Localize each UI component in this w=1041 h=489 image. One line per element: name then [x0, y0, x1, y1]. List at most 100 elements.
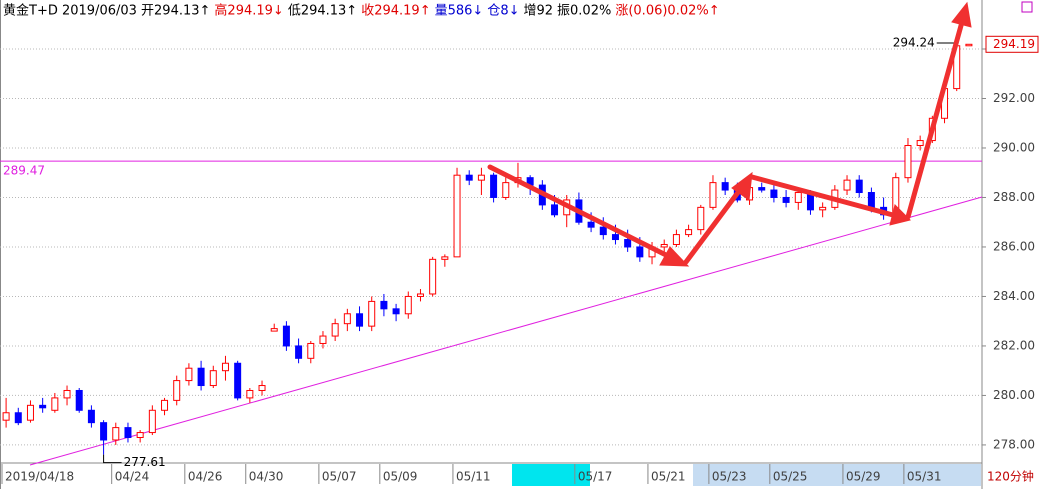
candle-body [185, 367, 193, 382]
arrow [905, 19, 965, 220]
y-tick-label: 278.00 [993, 437, 1035, 451]
candle-body [87, 409, 95, 424]
range-highlight [512, 464, 590, 486]
x-tick-label: 2019/04/18 [5, 470, 74, 484]
range-highlight [693, 464, 981, 486]
candle-body [453, 174, 461, 258]
header-field: 黄金T+D 2019/06/03 开294.13↑ [3, 3, 210, 19]
candle-body [392, 308, 400, 315]
candle-body [587, 221, 595, 228]
arrow [487, 164, 675, 261]
x-tick-label: 05/21 [651, 470, 686, 484]
candle-body [14, 412, 22, 424]
candle-body [611, 234, 619, 241]
x-tick-label: 05/29 [846, 470, 881, 484]
y-tick-label: 292.00 [993, 91, 1035, 105]
settings-icon[interactable] [1021, 1, 1033, 13]
candle-body [307, 342, 315, 359]
candle-body [794, 192, 802, 203]
candle-body [819, 206, 827, 211]
candle-body [209, 370, 217, 387]
candle-body [867, 192, 875, 208]
candle-body [51, 397, 59, 411]
header-field: 收294.19↑ [361, 4, 430, 19]
candle-body [770, 189, 778, 198]
candle-body [161, 399, 169, 411]
candle-body [270, 328, 278, 332]
low-label: 277.61 [124, 455, 166, 469]
y-tick-label: 288.00 [993, 190, 1035, 204]
x-tick-label: 05/31 [907, 470, 942, 484]
candle-body [782, 196, 790, 203]
x-tick-label: 05/07 [322, 470, 357, 484]
header-field: 增92 [523, 4, 553, 19]
candle-body [855, 179, 863, 194]
x-tick-label: 05/11 [456, 470, 491, 484]
candle-body [685, 229, 693, 236]
arrow [683, 184, 745, 265]
candle-body [416, 293, 424, 297]
candle-body [148, 409, 156, 434]
candle-body [331, 323, 339, 337]
arrow [749, 174, 896, 218]
x-tick-label: 04/24 [115, 470, 150, 484]
level-label: 289.47 [3, 164, 45, 178]
candle-body [660, 243, 668, 248]
candle-body [404, 295, 412, 315]
y-tick-label: 290.00 [993, 140, 1035, 154]
period-label[interactable]: 120分钟 [987, 469, 1034, 484]
trend-line [29, 196, 983, 466]
x-tick-label: 05/09 [383, 470, 418, 484]
candle-body [112, 427, 120, 441]
candle-body [258, 385, 266, 391]
y-tick-label: 282.00 [993, 338, 1035, 352]
candle-body [39, 404, 47, 409]
header-field: 高294.19↓ [214, 3, 283, 19]
candle-body [368, 300, 376, 327]
candle-body [441, 256, 449, 260]
candle-body [295, 345, 303, 359]
y-tick-label: 284.00 [993, 289, 1035, 303]
candle-body [672, 234, 680, 245]
annotation-arrows [487, 1, 972, 267]
x-tick-label: 04/30 [249, 470, 284, 484]
candle-body [843, 179, 851, 191]
header-field: 量586↓ [435, 4, 484, 19]
candle-body [490, 174, 498, 198]
header-field: 涨(0.06)0.02%↑ [615, 4, 719, 19]
x-tick-label: 04/26 [188, 470, 223, 484]
candle-body [709, 182, 717, 208]
y-tick-label: 286.00 [993, 239, 1035, 253]
header: 黄金T+D 2019/06/03 开294.13↑ 高294.19↓ 低294.13… [3, 3, 720, 19]
y-tick-label: 280.00 [993, 388, 1035, 402]
candle-body [916, 140, 924, 147]
high-label: 294.24 [893, 36, 935, 50]
arrow-head [951, 1, 972, 28]
candle-body [429, 258, 437, 295]
candle-body [100, 422, 108, 441]
candle-body [26, 404, 34, 421]
x-tick-label: 05/17 [578, 470, 613, 484]
candle-body [221, 362, 229, 372]
candle-body [551, 204, 559, 216]
candle-body [319, 335, 327, 344]
candle-body [380, 300, 388, 310]
last-price-label: 294.19 [993, 37, 1035, 51]
candle-body [282, 325, 290, 347]
candle-body [173, 380, 181, 401]
arrow-head [659, 246, 690, 267]
arrow-head [889, 204, 911, 226]
header-field: 振0.02% [557, 4, 611, 19]
candle-body [197, 367, 205, 387]
candle-body [343, 313, 351, 325]
candle-body [63, 389, 71, 399]
candle-body [758, 187, 766, 191]
candle-body [124, 427, 132, 439]
candle-body [356, 313, 364, 327]
low-marker [103, 454, 122, 464]
last-price-box [985, 35, 1039, 53]
candle-body [2, 412, 10, 421]
candle-body [697, 206, 705, 231]
x-tick-label: 05/23 [712, 470, 747, 484]
